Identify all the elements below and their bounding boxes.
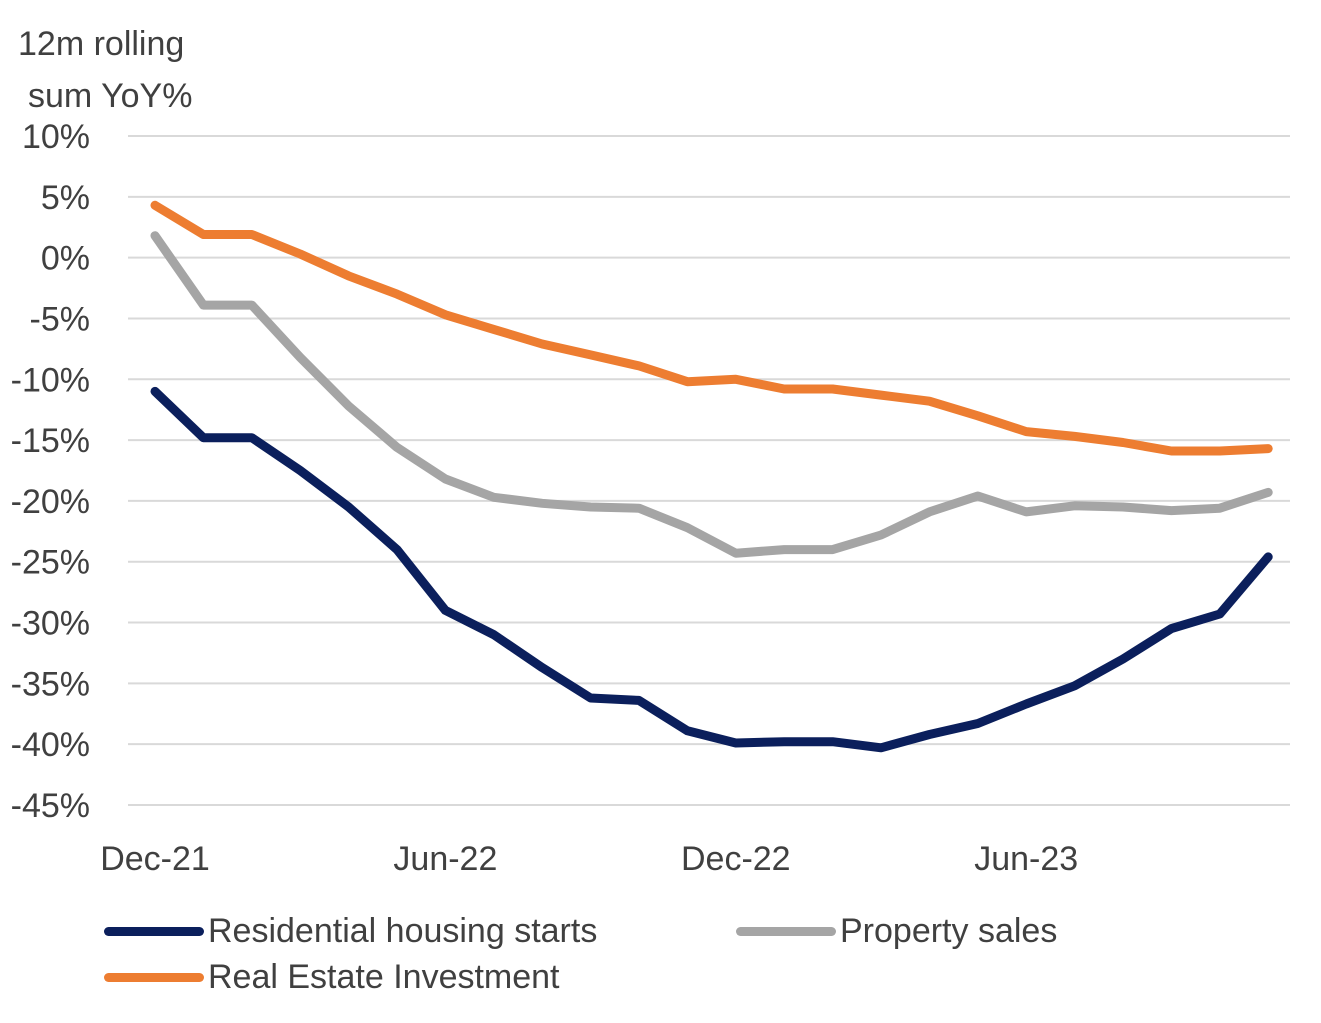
y-tick-label-0: 0%: [41, 240, 90, 278]
series-line-real-estate-investment: [150, 200, 1273, 456]
legend-label-residential-housing-starts: Residential housing starts: [208, 912, 598, 950]
y-tick-label-20: -20%: [11, 483, 90, 521]
y-tick-label-30: -30%: [11, 605, 90, 643]
x-axis-ticks: Dec-21 Jun-22 Dec-22 Jun-23: [100, 840, 1078, 878]
y-tick-label-25: -25%: [11, 544, 90, 582]
legend-label-real-estate-investment: Real Estate Investment: [208, 958, 560, 996]
x-tick-label-dec-21: Dec-21: [100, 840, 210, 878]
legend: Residential housing starts Property sale…: [104, 912, 1284, 1012]
x-tick-label-dec-22: Dec-22: [681, 840, 791, 878]
legend-item-property-sales: Property sales: [736, 912, 1057, 951]
legend-swatch-real-estate-investment: [104, 973, 204, 982]
y-tick-label-10: -10%: [11, 361, 90, 399]
y-tick-label-10: 10%: [22, 118, 90, 156]
legend-item-residential-housing-starts: Residential housing starts: [104, 912, 597, 951]
series-lines: [150, 200, 1273, 753]
y-axis-title-line-1: 12m rolling: [18, 25, 185, 63]
y-tick-label-5: 5%: [41, 179, 90, 217]
y-axis-title: 12m rolling sum YoY%: [18, 18, 192, 122]
y-tick-label-45: -45%: [11, 787, 90, 825]
series-line-property-sales: [150, 231, 1273, 558]
y-axis-title-line-2: sum YoY%: [28, 77, 193, 115]
y-axis-ticks: 10% 5% 0% -5% -10% -15% -20% -25% -30% -35% -40% -4…: [11, 118, 90, 825]
y-tick-label-15: -15%: [11, 422, 90, 460]
legend-swatch-property-sales: [736, 927, 836, 936]
y-tick-label-5: -5%: [30, 300, 90, 338]
series-line-residential-housing-starts: [150, 386, 1273, 753]
legend-swatch-residential-housing-starts: [104, 927, 204, 936]
legend-label-property-sales: Property sales: [840, 912, 1058, 950]
y-tick-label-40: -40%: [11, 726, 90, 764]
x-tick-label-jun-23: Jun-23: [974, 840, 1078, 878]
x-tick-label-jun-22: Jun-22: [393, 840, 497, 878]
legend-item-real-estate-investment: Real Estate Investment: [104, 958, 560, 997]
y-tick-label-35: -35%: [11, 665, 90, 703]
